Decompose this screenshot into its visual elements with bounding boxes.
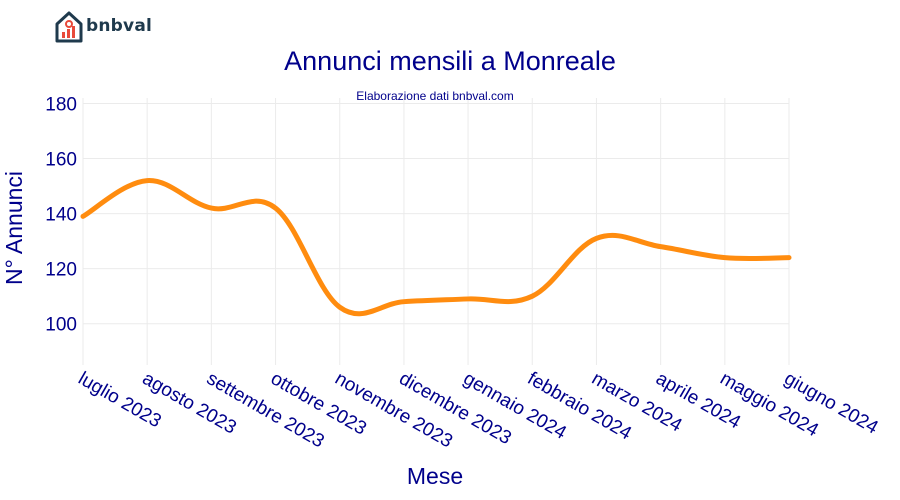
x-axis-label: Mese <box>407 463 463 489</box>
y-axis-ticks: 100 120 140 160 180 <box>45 95 77 336</box>
y-tick-label: 140 <box>45 205 77 226</box>
y-tick-label: 160 <box>45 150 77 171</box>
y-tick-label: 100 <box>45 315 77 336</box>
series-line <box>80 178 792 317</box>
brand-name: bnbval <box>86 16 153 36</box>
brand-logo <box>54 10 164 46</box>
data-points <box>82 180 790 308</box>
chart-subtitle: Elaborazione dati bnbval.com <box>356 89 513 103</box>
house-chart-icon <box>55 11 83 43</box>
chart-title: Annunci mensili a Monreale <box>284 46 616 76</box>
grid-lines <box>82 98 790 365</box>
y-axis-label: N° Annunci <box>1 171 27 285</box>
y-tick-label: 120 <box>45 260 77 281</box>
y-tick-label: 180 <box>45 95 77 116</box>
